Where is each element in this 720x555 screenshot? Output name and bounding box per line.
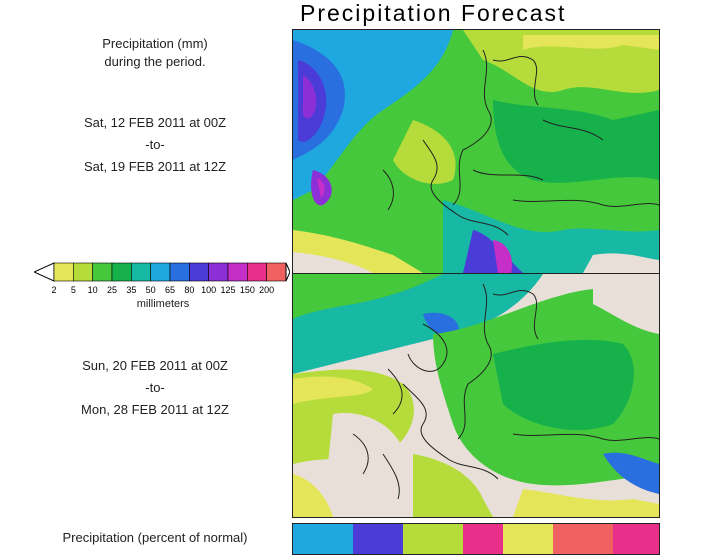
- scale-arrow-right: [285, 262, 291, 282]
- scale-swatch: [208, 262, 229, 282]
- scale-swatch: [53, 262, 74, 282]
- scale-swatch: [169, 262, 190, 282]
- legend-heading-line2: during the period.: [104, 54, 206, 69]
- color-scale-bar: [32, 262, 291, 282]
- period2-end: Mon, 28 FEB 2011 at 12Z: [81, 402, 229, 417]
- scale-tick-label: 2: [51, 285, 57, 295]
- period2-start: Sun, 20 FEB 2011 at 00Z: [82, 358, 228, 373]
- scale-tick-label: 150: [239, 285, 255, 295]
- scale-tick-label: 10: [87, 285, 98, 295]
- scale-swatch: [189, 262, 209, 282]
- bottom-heading: Precipitation (percent of normal): [62, 530, 248, 545]
- scale-tick-label: 5: [70, 285, 76, 295]
- scale-tick-label: 80: [184, 285, 195, 295]
- period1-end: Sat, 19 FEB 2011 at 12Z: [83, 159, 227, 174]
- scale-swatch: [266, 262, 287, 282]
- color-scale-ticks: 2 5 10 25 35 50 65 80 100 125 150 200: [48, 285, 280, 297]
- scale-swatch: [92, 262, 113, 282]
- scale-swatch: [73, 262, 93, 282]
- scale-tick-label: 65: [164, 285, 176, 295]
- percent-of-normal-map: [292, 523, 660, 555]
- legend-unit: millimeters: [136, 298, 190, 310]
- scale-tick-label: 25: [106, 285, 118, 295]
- scale-swatch: [111, 262, 132, 282]
- legend-heading-line1: Precipitation (mm): [102, 36, 208, 51]
- forecast-map-week1: [292, 29, 660, 274]
- scale-tick-label: 200: [259, 285, 275, 295]
- page-title: Precipitation Forecast: [300, 0, 567, 26]
- period1-start: Sat, 12 FEB 2011 at 00Z: [83, 115, 227, 130]
- scale-tick-label: 125: [220, 285, 236, 295]
- scale-swatch: [227, 262, 248, 282]
- scale-arrow-left: [32, 262, 55, 282]
- scale-tick-label: 35: [126, 285, 137, 295]
- scale-tick-label: 50: [145, 285, 156, 295]
- scale-swatch: [247, 262, 267, 282]
- period2-separator: -to-: [145, 380, 165, 395]
- color-scale: [32, 261, 291, 283]
- period1-separator: -to-: [145, 137, 165, 152]
- scale-swatch: [150, 262, 171, 282]
- scale-tick-label: 100: [201, 285, 217, 295]
- scale-swatch: [131, 262, 151, 282]
- forecast-map-week2: [292, 273, 660, 518]
